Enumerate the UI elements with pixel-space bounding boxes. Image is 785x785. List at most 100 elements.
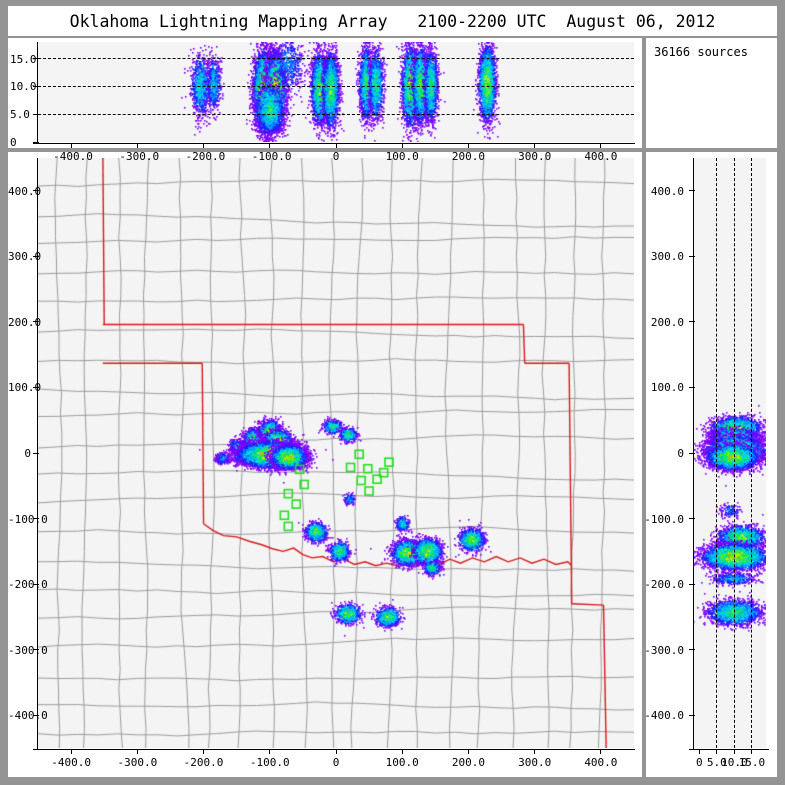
page-title: Oklahoma Lightning Mapping Array 2100-22… (69, 11, 716, 31)
map-x-ticklabel--400: -400.0 (51, 756, 91, 769)
source-count-panel: 36166 sources (646, 38, 777, 148)
map-x-tick-300 (534, 749, 535, 754)
right-y-tick--200 (689, 584, 695, 585)
map-y-ticklabel--400: -400.0 (8, 709, 48, 723)
right-x-ticklabel-10: 10.0 (721, 756, 748, 769)
map-y-axis-line (37, 158, 38, 750)
y-ticklabel-15: 15.0 (10, 52, 37, 66)
x-tick--200 (203, 143, 204, 148)
map-canvas (38, 158, 634, 748)
map-y-ticklabel-400: 400.0 (8, 184, 42, 198)
right-y-ticklabel--100: -100.0 (644, 512, 684, 526)
top-x-ticklabel-300: 300.0 (518, 150, 552, 163)
map-x-tick--100 (269, 749, 270, 754)
map-x-ticklabel--200: -200.0 (183, 756, 224, 769)
right-x-tick-0 (699, 749, 700, 754)
map-y-ticklabel-200: 200.0 (8, 315, 42, 329)
map-y-ticklabel-300: 300.0 (8, 250, 42, 264)
right-y-tick--400 (689, 715, 695, 716)
map-x-ticklabel-300: 300.0 (518, 756, 552, 769)
map-y-tick-0 (33, 453, 39, 454)
right-y-tick--100 (689, 518, 695, 519)
altitude-vs-x-panel[interactable]: 0 5.0 10.0 15.0 (8, 38, 642, 149)
right-y-ticklabel--200: -200.0 (644, 578, 684, 592)
gridline-x-15 (751, 158, 752, 748)
map-x-ticklabel-400: 400.0 (584, 756, 618, 769)
map-y-ticklabel--300: -300.0 (8, 643, 48, 657)
right-y-ticklabel-200: 200.0 (650, 315, 684, 329)
map-y-tick--200 (33, 584, 39, 585)
map-x-ticklabel-0: 0 (332, 756, 340, 769)
y-vs-altitude-panel[interactable]: -400.0 -300.0 -200.0 -100.0 0 100.0 200.0 300.0… (644, 152, 777, 777)
right-y-axis-line (693, 158, 694, 750)
right-y-tick--300 (689, 649, 695, 650)
y-tick-0 (33, 142, 39, 143)
map-y-tick-200 (33, 321, 39, 322)
right-y-ticklabel--400: -400.0 (644, 709, 684, 723)
y-tick-15 (33, 58, 39, 59)
map-x-tick-0 (336, 749, 337, 754)
map-x-tick-100 (402, 749, 403, 754)
top-x-ticklabel-400: 400.0 (584, 150, 618, 163)
map-y-tick--300 (33, 649, 39, 650)
right-y-tick-400 (689, 190, 695, 191)
gridline-x-5 (716, 158, 717, 748)
top-x-ticklabel--100: -100.0 (251, 150, 292, 163)
top-x-ticklabel--400: -400.0 (53, 150, 93, 163)
y-tick-10 (33, 86, 39, 87)
right-x-tick-15 (751, 749, 752, 754)
map-y-tick--400 (33, 715, 39, 716)
top-x-ticklabel--300: -300.0 (119, 150, 160, 163)
y-vs-altitude-plot-area[interactable] (694, 158, 766, 748)
right-y-ticklabel--300: -300.0 (644, 643, 684, 657)
map-x-ticklabel-200: 200.0 (451, 756, 485, 769)
window-titlebar: Oklahoma Lightning Mapping Array 2100-22… (8, 6, 777, 36)
x-tick--300 (137, 143, 138, 148)
top-x-ticklabel-0: 0 (332, 150, 340, 163)
right-y-tick-200 (689, 321, 695, 322)
right-y-ticklabel-0: 0 (677, 447, 684, 460)
y-ticklabel-0: 0 (10, 136, 17, 149)
map-x-tick-400 (600, 749, 601, 754)
right-y-ticklabel-400: 400.0 (650, 184, 684, 198)
map-plot-area[interactable] (38, 158, 634, 748)
map-x-tick--300 (137, 749, 138, 754)
map-y-ticklabel--200: -200.0 (8, 578, 48, 592)
x-tick--400 (71, 143, 72, 148)
right-y-tick-300 (689, 256, 695, 257)
right-x-ticklabel-15: 15.0 (738, 756, 766, 769)
right-y-ticklabel-300: 300.0 (650, 250, 684, 264)
y-vs-altitude-canvas (694, 158, 766, 748)
right-y-ticklabel-100: 100.0 (650, 381, 684, 395)
map-x-ticklabel--100: -100.0 (249, 756, 290, 769)
map-y-tick-100 (33, 387, 39, 388)
map-x-tick--400 (71, 749, 72, 754)
top-x-ticklabel--200: -200.0 (185, 150, 226, 163)
map-x-ticklabel--300: -300.0 (117, 756, 158, 769)
map-y-ticklabel-100: 100.0 (8, 381, 42, 395)
x-tick-0 (336, 143, 337, 148)
y-ticklabel-5: 5.0 (10, 108, 30, 122)
map-plan-view-panel[interactable]: -400.0 -300.0 -200.0 -100.0 0 100.0 200.0 300.0… (8, 152, 642, 777)
right-x-tick-10 (734, 749, 735, 754)
top-x-ticklabel-100: 100.0 (385, 150, 419, 163)
x-tick--100 (269, 143, 270, 148)
right-x-ticklabel-5: 5.0 (706, 756, 727, 769)
x-tick-300 (534, 143, 535, 148)
x-tick-200 (468, 143, 469, 148)
y-tick-5 (33, 114, 39, 115)
right-x-ticklabel-0: 0 (695, 756, 703, 769)
map-y-tick--100 (33, 518, 39, 519)
x-tick-100 (402, 143, 403, 148)
right-x-tick-5 (716, 749, 717, 754)
map-y-ticklabel-0: 0 (24, 447, 31, 460)
source-count-label: 36166 sources (654, 45, 748, 59)
gridline-y-15 (38, 58, 634, 59)
top-x-ticklabel-200: 200.0 (451, 150, 485, 163)
map-y-tick-400 (33, 190, 39, 191)
altitude-vs-x-plot-area[interactable] (38, 42, 634, 142)
altitude-vs-x-canvas (38, 42, 634, 142)
map-x-tick--200 (203, 749, 204, 754)
gridline-y-5 (38, 114, 634, 115)
